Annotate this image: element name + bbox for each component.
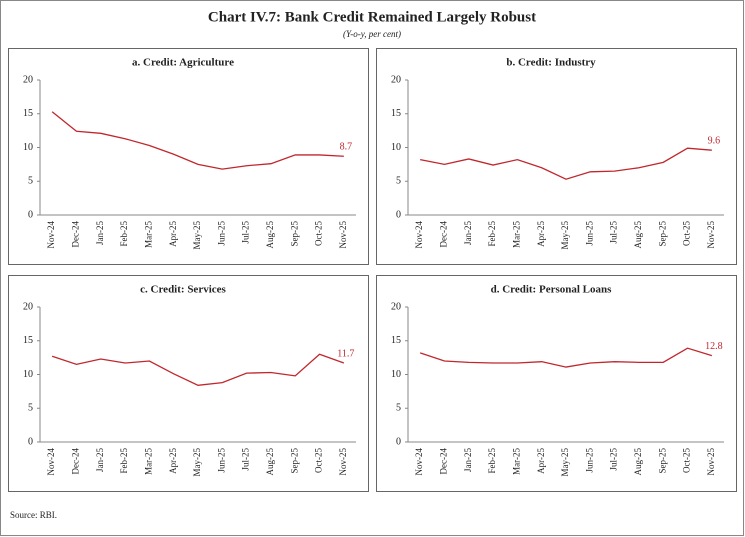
y-tick-label: 10 [391,142,401,153]
x-tick-label: Feb-25 [487,221,497,247]
data-label: 11.7 [337,348,354,359]
x-tick-label: Mar-25 [143,448,153,475]
x-tick-label: Jul-25 [609,221,619,244]
panel-border [8,48,369,265]
data-label: 8.7 [340,142,353,153]
y-tick-label: 15 [23,335,33,346]
y-tick-label: 15 [391,335,401,346]
x-tick-label: Dec-24 [71,448,81,475]
data-line [51,353,345,386]
x-tick-label: Sep-25 [657,221,667,247]
figure-subtitle: (Y-o-y, per cent) [343,29,401,39]
x-tick-label: Jan-25 [463,448,473,472]
y-tick-label: 5 [396,403,401,414]
x-tick-label: Jan-25 [95,221,105,245]
y-tick-label: 20 [23,301,33,312]
x-tick-label: Apr-25 [536,448,546,474]
x-tick-label: Mar-25 [143,221,153,248]
y-tick-label: 20 [23,74,33,85]
x-tick-label: Nov-24 [46,448,56,476]
x-tick-label: Sep-25 [289,448,299,474]
source: Source: RBI. [10,510,57,520]
x-tick-label: Oct-25 [314,221,324,246]
x-tick-label: Aug-25 [633,221,643,249]
y-tick-label: 5 [396,176,401,187]
x-tick-label: Jan-25 [463,221,473,245]
y-tick-label: 20 [391,301,401,312]
x-tick-label: May-25 [192,221,202,250]
x-tick-label: Nov-25 [338,448,348,476]
x-tick-label: Feb-25 [119,221,129,247]
x-tick-label: Nov-25 [706,448,716,476]
x-tick-label: Jun-25 [216,448,226,473]
panel-title: c. Credit: Services [140,284,226,296]
y-tick-label: 0 [28,209,33,220]
panel-title: d. Credit: Personal Loans [491,284,613,296]
x-tick-label: Oct-25 [682,221,692,246]
data-line [51,111,344,170]
y-tick-label: 5 [28,403,33,414]
x-tick-label: Oct-25 [682,448,692,473]
x-tick-label: Jun-25 [216,221,226,246]
y-tick-label: 15 [23,108,33,119]
y-tick-label: 10 [23,369,33,380]
data-line [420,147,712,180]
y-tick-label: 20 [391,74,401,85]
panel-title: b. Credit: Industry [506,57,596,69]
x-tick-label: May-25 [192,448,202,477]
x-tick-label: Mar-25 [511,448,521,475]
y-tick-label: 15 [391,108,401,119]
x-tick-label: Jul-25 [609,448,619,471]
y-tick-label: 10 [391,369,401,380]
panel-title: a. Credit: Agriculture [132,57,234,69]
x-tick-label: Nov-25 [338,221,348,249]
y-tick-label: 5 [28,176,33,187]
y-tick-label: 0 [28,436,33,447]
x-tick-label: Aug-25 [265,221,275,249]
x-tick-label: Jan-25 [95,448,105,472]
x-tick-label: Feb-25 [119,448,129,474]
x-tick-label: Nov-24 [414,448,424,476]
figure-title: Chart IV.7: Bank Credit Remained Largely… [208,9,536,25]
x-tick-label: Aug-25 [633,448,643,476]
x-tick-label: Dec-24 [71,221,81,248]
x-tick-label: May-25 [560,221,570,250]
x-tick-label: Dec-24 [439,221,449,248]
x-tick-label: Mar-25 [511,221,521,248]
x-tick-label: Apr-25 [168,448,178,474]
x-tick-label: Jun-25 [584,448,594,473]
x-tick-label: Nov-24 [46,221,56,249]
x-tick-label: Jun-25 [584,221,594,246]
data-label: 12.8 [705,341,723,352]
x-tick-label: Jul-25 [241,448,251,471]
y-tick-label: 10 [23,142,33,153]
x-tick-label: Oct-25 [314,448,324,473]
x-tick-label: Apr-25 [168,221,178,247]
x-tick-label: Dec-24 [439,448,449,475]
x-tick-label: Feb-25 [487,448,497,474]
panel-border [376,275,737,492]
x-tick-label: Sep-25 [289,221,299,247]
x-tick-label: May-25 [560,448,570,477]
x-tick-label: Aug-25 [265,448,275,476]
x-tick-label: Apr-25 [536,221,546,247]
y-tick-label: 0 [396,209,401,220]
x-tick-label: Nov-25 [706,221,716,249]
y-tick-label: 0 [396,436,401,447]
panel-border [376,48,737,265]
panel-border [8,275,369,492]
x-tick-label: Jul-25 [241,221,251,244]
x-tick-label: Nov-24 [414,221,424,249]
data-label: 9.6 [708,135,721,146]
x-tick-label: Sep-25 [657,448,667,474]
data-line [419,347,713,368]
